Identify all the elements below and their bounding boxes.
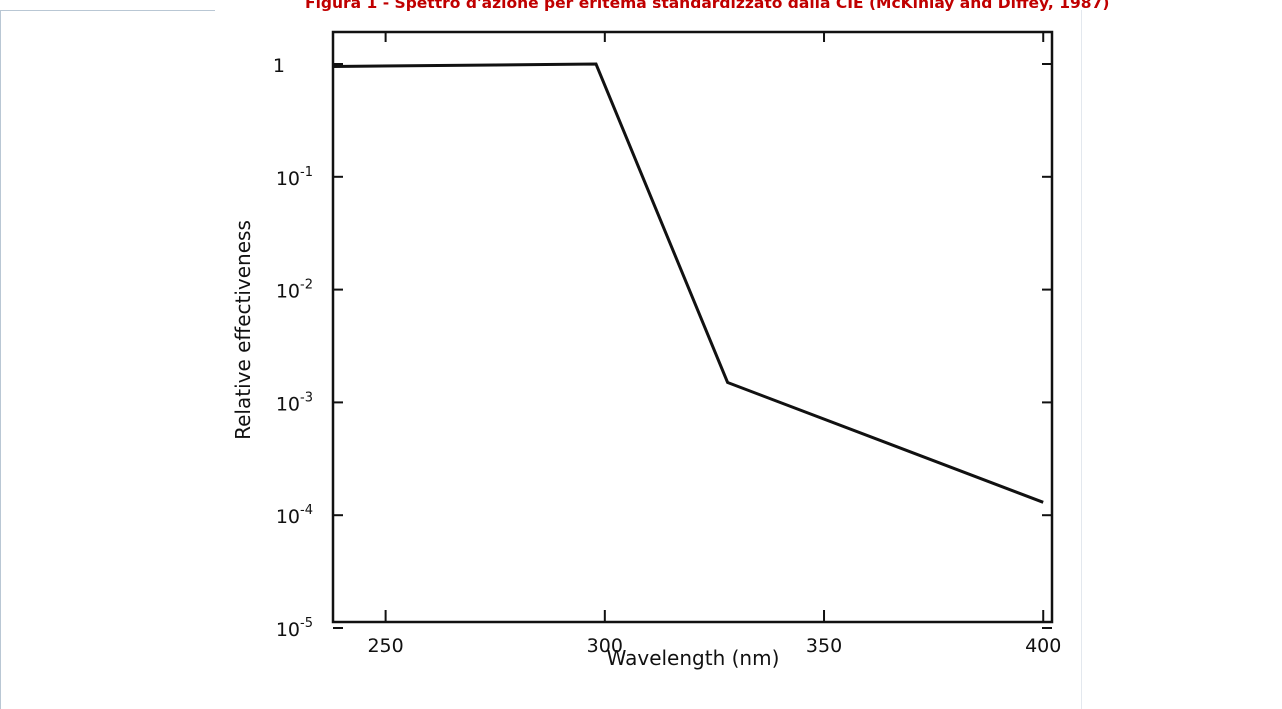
series-group [332, 62, 1044, 504]
x-tick-label: 300 [587, 635, 623, 657]
y-tick-label: 10-2 [276, 278, 313, 303]
x-tick-label: 400 [1025, 635, 1061, 657]
figure-caption: Figura 1 - Spettro d'azione per eritema … [305, 0, 1110, 12]
x-tick-label: 250 [367, 635, 403, 657]
y-axis-ticks: 1 10-1 10-2 10-3 10-4 10-5 [273, 55, 1052, 641]
y-axis-title: Relative effectiveness [231, 220, 255, 440]
y-tick-label: 10-1 [276, 165, 313, 190]
x-axis-ticks: 250 300 350 400 [367, 32, 1061, 657]
y-tick-label: 10-5 [276, 616, 313, 641]
frame-top-border [0, 10, 215, 11]
y-tick-label: 1 [273, 55, 285, 77]
content-frame [0, 10, 1082, 709]
x-axis-title: Wavelength (nm) [607, 646, 780, 670]
y-tick-label: 10-3 [276, 390, 313, 415]
plot-frame [331, 30, 1054, 624]
x-tick-label: 350 [806, 635, 842, 657]
y-tick-label: 10-4 [276, 503, 313, 528]
series-line [332, 62, 1044, 504]
